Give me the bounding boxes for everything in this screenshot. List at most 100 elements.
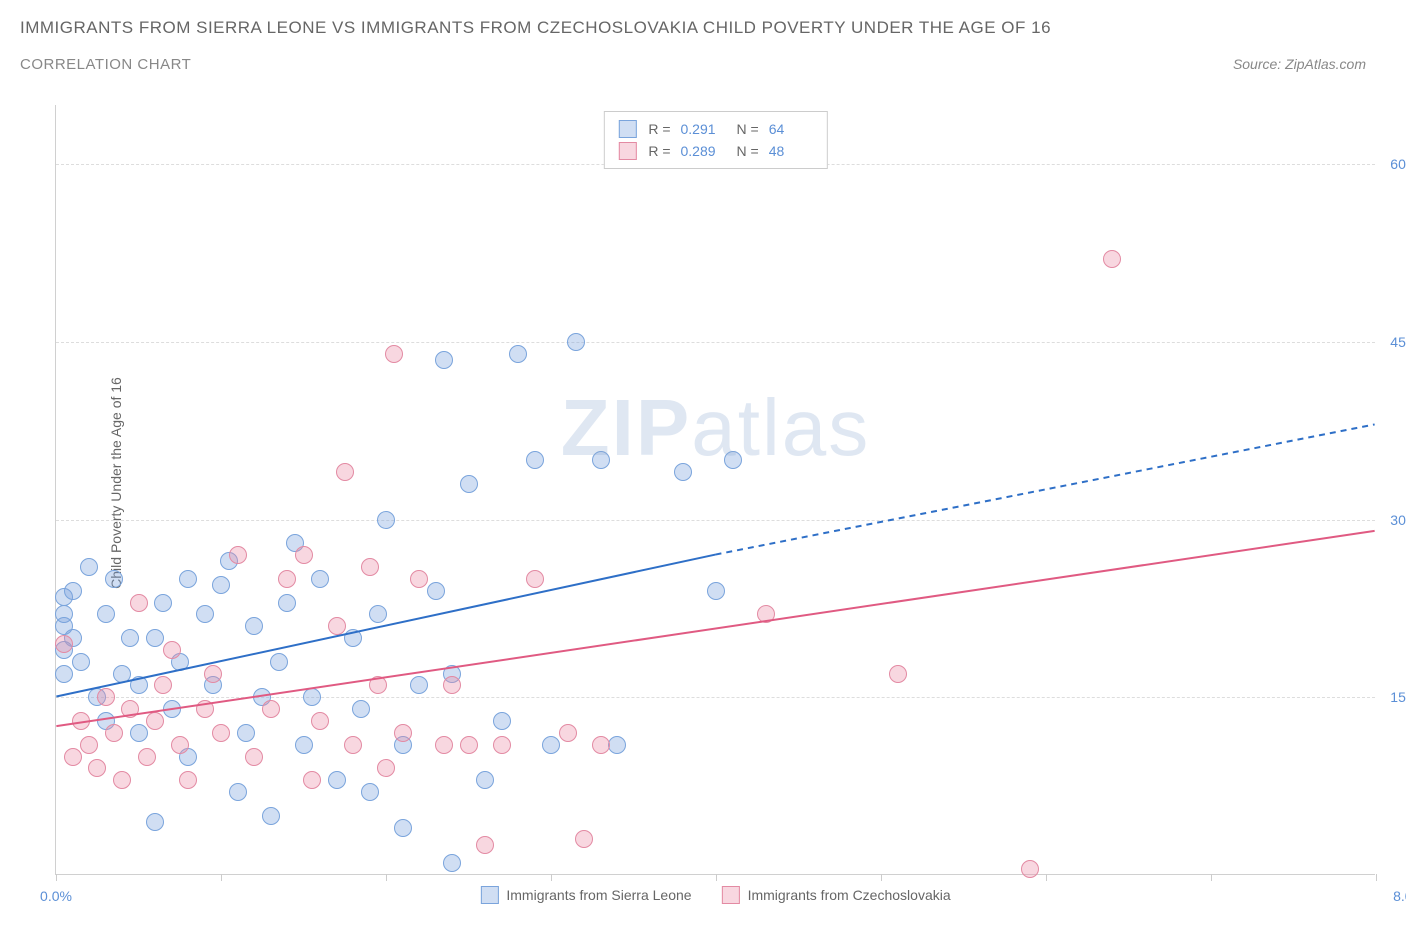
scatter-point-sierra_leone — [121, 629, 139, 647]
scatter-point-czechoslovakia — [493, 736, 511, 754]
scatter-point-sierra_leone — [377, 511, 395, 529]
scatter-point-sierra_leone — [97, 605, 115, 623]
scatter-point-sierra_leone — [427, 582, 445, 600]
r-label: R = — [648, 121, 670, 137]
scatter-point-czechoslovakia — [105, 724, 123, 742]
scatter-point-czechoslovakia — [80, 736, 98, 754]
scatter-point-sierra_leone — [64, 582, 82, 600]
scatter-point-sierra_leone — [237, 724, 255, 742]
x-tick — [221, 874, 222, 881]
scatter-point-sierra_leone — [674, 463, 692, 481]
scatter-point-czechoslovakia — [369, 676, 387, 694]
x-tick — [386, 874, 387, 881]
scatter-point-sierra_leone — [146, 813, 164, 831]
scatter-point-sierra_leone — [352, 700, 370, 718]
grid-line — [56, 520, 1375, 521]
scatter-point-czechoslovakia — [278, 570, 296, 588]
x-tick — [1046, 874, 1047, 881]
y-tick-label: 15.0% — [1380, 689, 1406, 705]
plot-area: ZIPatlas R =0.291N =64R =0.289N =48 Immi… — [55, 105, 1375, 875]
n-label: N = — [737, 143, 759, 159]
scatter-point-sierra_leone — [369, 605, 387, 623]
scatter-point-czechoslovakia — [196, 700, 214, 718]
chart-source: Source: ZipAtlas.com — [1233, 56, 1386, 72]
scatter-point-sierra_leone — [542, 736, 560, 754]
scatter-point-czechoslovakia — [204, 665, 222, 683]
scatter-point-czechoslovakia — [171, 736, 189, 754]
scatter-point-czechoslovakia — [121, 700, 139, 718]
x-tick — [716, 874, 717, 881]
scatter-point-sierra_leone — [229, 783, 247, 801]
series-legend-label: Immigrants from Sierra Leone — [506, 887, 691, 903]
scatter-point-sierra_leone — [130, 676, 148, 694]
series-legend: Immigrants from Sierra Leone Immigrants f… — [480, 886, 950, 904]
scatter-point-sierra_leone — [476, 771, 494, 789]
r-value: 0.291 — [681, 121, 725, 137]
legend-swatch-czechoslovakia — [722, 886, 740, 904]
scatter-point-sierra_leone — [295, 736, 313, 754]
scatter-point-sierra_leone — [608, 736, 626, 754]
scatter-point-sierra_leone — [328, 771, 346, 789]
scatter-point-czechoslovakia — [328, 617, 346, 635]
x-tick-label: 8.0% — [1375, 888, 1406, 904]
legend-swatch-sierra_leone — [618, 120, 636, 138]
scatter-point-czechoslovakia — [361, 558, 379, 576]
scatter-point-sierra_leone — [707, 582, 725, 600]
scatter-point-sierra_leone — [493, 712, 511, 730]
grid-line — [56, 342, 1375, 343]
scatter-point-sierra_leone — [567, 333, 585, 351]
scatter-point-czechoslovakia — [460, 736, 478, 754]
legend-swatch-sierra_leone — [480, 886, 498, 904]
x-tick — [56, 874, 57, 881]
scatter-point-sierra_leone — [80, 558, 98, 576]
scatter-point-czechoslovakia — [889, 665, 907, 683]
series-legend-item-sierra_leone: Immigrants from Sierra Leone — [480, 886, 691, 904]
x-tick — [551, 874, 552, 881]
scatter-point-sierra_leone — [72, 653, 90, 671]
n-value: 48 — [769, 143, 813, 159]
chart-subtitle: CORRELATION CHART — [20, 56, 191, 73]
scatter-point-sierra_leone — [163, 700, 181, 718]
scatter-point-czechoslovakia — [1021, 860, 1039, 878]
scatter-point-czechoslovakia — [344, 736, 362, 754]
scatter-point-czechoslovakia — [154, 676, 172, 694]
scatter-point-czechoslovakia — [575, 830, 593, 848]
subtitle-row: CORRELATION CHART Source: ZipAtlas.com — [20, 56, 1386, 73]
scatter-point-czechoslovakia — [311, 712, 329, 730]
r-value: 0.289 — [681, 143, 725, 159]
n-label: N = — [737, 121, 759, 137]
scatter-point-czechoslovakia — [245, 748, 263, 766]
series-legend-item-czechoslovakia: Immigrants from Czechoslovakia — [722, 886, 951, 904]
scatter-point-czechoslovakia — [410, 570, 428, 588]
scatter-point-sierra_leone — [113, 665, 131, 683]
scatter-point-czechoslovakia — [1103, 250, 1121, 268]
scatter-point-czechoslovakia — [592, 736, 610, 754]
stats-legend: R =0.291N =64R =0.289N =48 — [603, 111, 827, 169]
scatter-point-czechoslovakia — [757, 605, 775, 623]
scatter-point-czechoslovakia — [295, 546, 313, 564]
scatter-point-czechoslovakia — [72, 712, 90, 730]
scatter-point-czechoslovakia — [394, 724, 412, 742]
scatter-point-sierra_leone — [270, 653, 288, 671]
scatter-point-czechoslovakia — [163, 641, 181, 659]
stats-legend-row-czechoslovakia: R =0.289N =48 — [618, 140, 812, 162]
scatter-point-czechoslovakia — [130, 594, 148, 612]
series-legend-label: Immigrants from Czechoslovakia — [748, 887, 951, 903]
scatter-point-sierra_leone — [179, 570, 197, 588]
scatter-point-sierra_leone — [509, 345, 527, 363]
stats-legend-row-sierra_leone: R =0.291N =64 — [618, 118, 812, 140]
x-tick-label: 0.0% — [40, 888, 72, 904]
x-tick — [1211, 874, 1212, 881]
y-tick-label: 30.0% — [1380, 512, 1406, 528]
scatter-point-czechoslovakia — [138, 748, 156, 766]
scatter-point-czechoslovakia — [559, 724, 577, 742]
y-tick-label: 60.0% — [1380, 156, 1406, 172]
scatter-point-czechoslovakia — [443, 676, 461, 694]
scatter-point-sierra_leone — [361, 783, 379, 801]
scatter-point-sierra_leone — [105, 570, 123, 588]
scatter-point-sierra_leone — [526, 451, 544, 469]
scatter-point-sierra_leone — [55, 665, 73, 683]
scatter-point-sierra_leone — [592, 451, 610, 469]
scatter-point-czechoslovakia — [113, 771, 131, 789]
x-tick — [881, 874, 882, 881]
